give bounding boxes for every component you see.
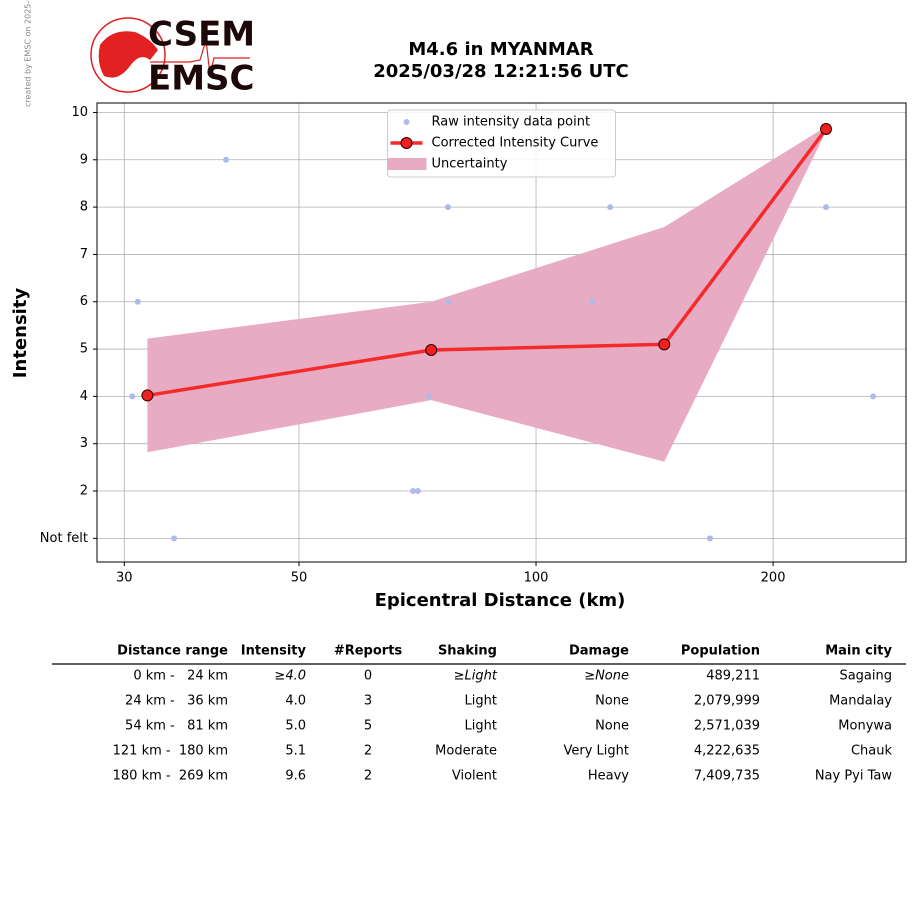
legend-swatch xyxy=(403,119,410,125)
plot-frame xyxy=(96,102,907,563)
raw-point xyxy=(129,393,136,400)
uncertainty-band xyxy=(147,126,827,462)
y-tick-label: 8 xyxy=(80,200,88,215)
table-header: Distance range xyxy=(117,644,228,659)
table-cell: 2,571,039 xyxy=(694,719,760,734)
legend-swatch xyxy=(387,158,427,170)
table-cell: Chauk xyxy=(851,744,893,759)
table-cell: 0 km - 24 km xyxy=(133,669,228,684)
table-cell: ≥Light xyxy=(454,669,498,684)
table-cell: Violent xyxy=(452,769,497,784)
legend-box xyxy=(387,109,616,178)
chart-title: M4.6 in MYANMAR xyxy=(408,39,593,60)
table-cell: ≥4.0 xyxy=(274,669,306,684)
y-tick-label: 6 xyxy=(80,294,88,309)
y-tick-label: 9 xyxy=(80,152,88,167)
raw-point xyxy=(870,393,877,400)
x-tick-label: 50 xyxy=(291,571,308,586)
logo-text: CSEM xyxy=(148,15,255,55)
table-cell: Sagaing xyxy=(839,669,892,684)
table-header: Intensity xyxy=(241,644,307,659)
legend: Raw intensity data point Corrected Intens… xyxy=(387,109,616,178)
table-cell: Heavy xyxy=(588,769,629,784)
table-cell: 9.6 xyxy=(285,769,306,784)
table-cell: 5.1 xyxy=(285,744,306,759)
logo-map xyxy=(98,31,158,78)
table-cell: Light xyxy=(465,719,497,734)
curve-marker xyxy=(425,344,438,357)
table-header: Population xyxy=(681,644,760,659)
table-cell: Moderate xyxy=(435,744,497,759)
table-header: Main city xyxy=(825,644,892,659)
table-header: #Reports xyxy=(334,644,403,659)
table-cell: 7,409,735 xyxy=(694,769,760,784)
table-cell: 121 km - 180 km xyxy=(113,744,228,759)
curve-line xyxy=(147,127,828,398)
table-cell: Mandalay xyxy=(829,694,892,709)
y-tick-label: 10 xyxy=(71,105,88,120)
table: Distance range Intensity #Reports Shaking Da… xyxy=(52,644,906,784)
x-tick-label: 100 xyxy=(524,571,549,586)
table-cell: 180 km - 269 km xyxy=(113,769,228,784)
table-cell: 4.0 xyxy=(285,694,306,709)
raw-point xyxy=(444,298,451,305)
legend-label: Uncertainty xyxy=(432,157,508,172)
table-cell: 4,222,635 xyxy=(694,744,760,759)
raw-point xyxy=(134,298,141,305)
x-tick-label: 30 xyxy=(116,571,133,586)
x-tick-label: 200 xyxy=(761,571,786,586)
table-cell: 3 xyxy=(364,694,372,709)
logo-text: EMSC xyxy=(148,59,255,99)
raw-point xyxy=(171,535,178,542)
y-tick-label: Not felt xyxy=(40,531,88,546)
table-cell: 0 xyxy=(364,669,372,684)
table-cell: Monywa xyxy=(838,719,892,734)
y-axis-label: Intensity xyxy=(10,288,31,379)
raw-point xyxy=(223,156,230,163)
logo-wave xyxy=(150,39,250,76)
curve-marker xyxy=(658,338,671,351)
y-tick-label: 7 xyxy=(80,247,88,262)
raw-point xyxy=(410,488,417,495)
table-cell: 2 xyxy=(364,744,372,759)
y-tick-label: 4 xyxy=(80,389,88,404)
raw-point xyxy=(444,204,451,211)
table-cell: 5 xyxy=(364,719,372,734)
table-cell: 489,211 xyxy=(706,669,760,684)
raw-point xyxy=(589,298,596,305)
curve-marker xyxy=(141,389,154,402)
credit: created by EMSC on 2025-03-31 07:20:32 U… xyxy=(24,0,33,107)
y-tick-label: 3 xyxy=(80,436,88,451)
logo-ring xyxy=(90,17,166,93)
table-cell: Light xyxy=(465,694,497,709)
legend-label: Raw intensity data point xyxy=(432,115,591,130)
table-cell: ≥None xyxy=(584,669,629,684)
raw-point xyxy=(706,535,713,542)
raw-point xyxy=(823,204,830,211)
table-cell: 24 km - 36 km xyxy=(125,694,228,709)
raw-point xyxy=(414,488,421,495)
table-cell: 5.0 xyxy=(285,719,306,734)
logo: CSEM EMSC xyxy=(90,15,255,99)
raw-point xyxy=(425,393,432,400)
table-header: Shaking xyxy=(438,644,497,659)
table-cell: 54 km - 81 km xyxy=(125,719,228,734)
table-header: Damage xyxy=(569,644,629,659)
table-cell: 2 xyxy=(364,769,372,784)
table-cell: 2,079,999 xyxy=(694,694,760,709)
table-cell: None xyxy=(595,694,629,709)
x-axis-label: Epicentral Distance (km) xyxy=(375,590,626,611)
chart-subtitle: 2025/03/28 12:21:56 UTC xyxy=(373,61,629,82)
curve-marker xyxy=(820,123,833,136)
legend-swatch xyxy=(400,137,413,149)
table-cell: Very Light xyxy=(564,744,630,759)
legend-label: Corrected Intensity Curve xyxy=(432,136,599,151)
table-cell: Nay Pyi Taw xyxy=(815,769,893,784)
y-tick-label: 5 xyxy=(80,342,88,357)
y-tick-label: 2 xyxy=(80,484,88,499)
table-cell: None xyxy=(595,719,629,734)
raw-point xyxy=(607,204,614,211)
